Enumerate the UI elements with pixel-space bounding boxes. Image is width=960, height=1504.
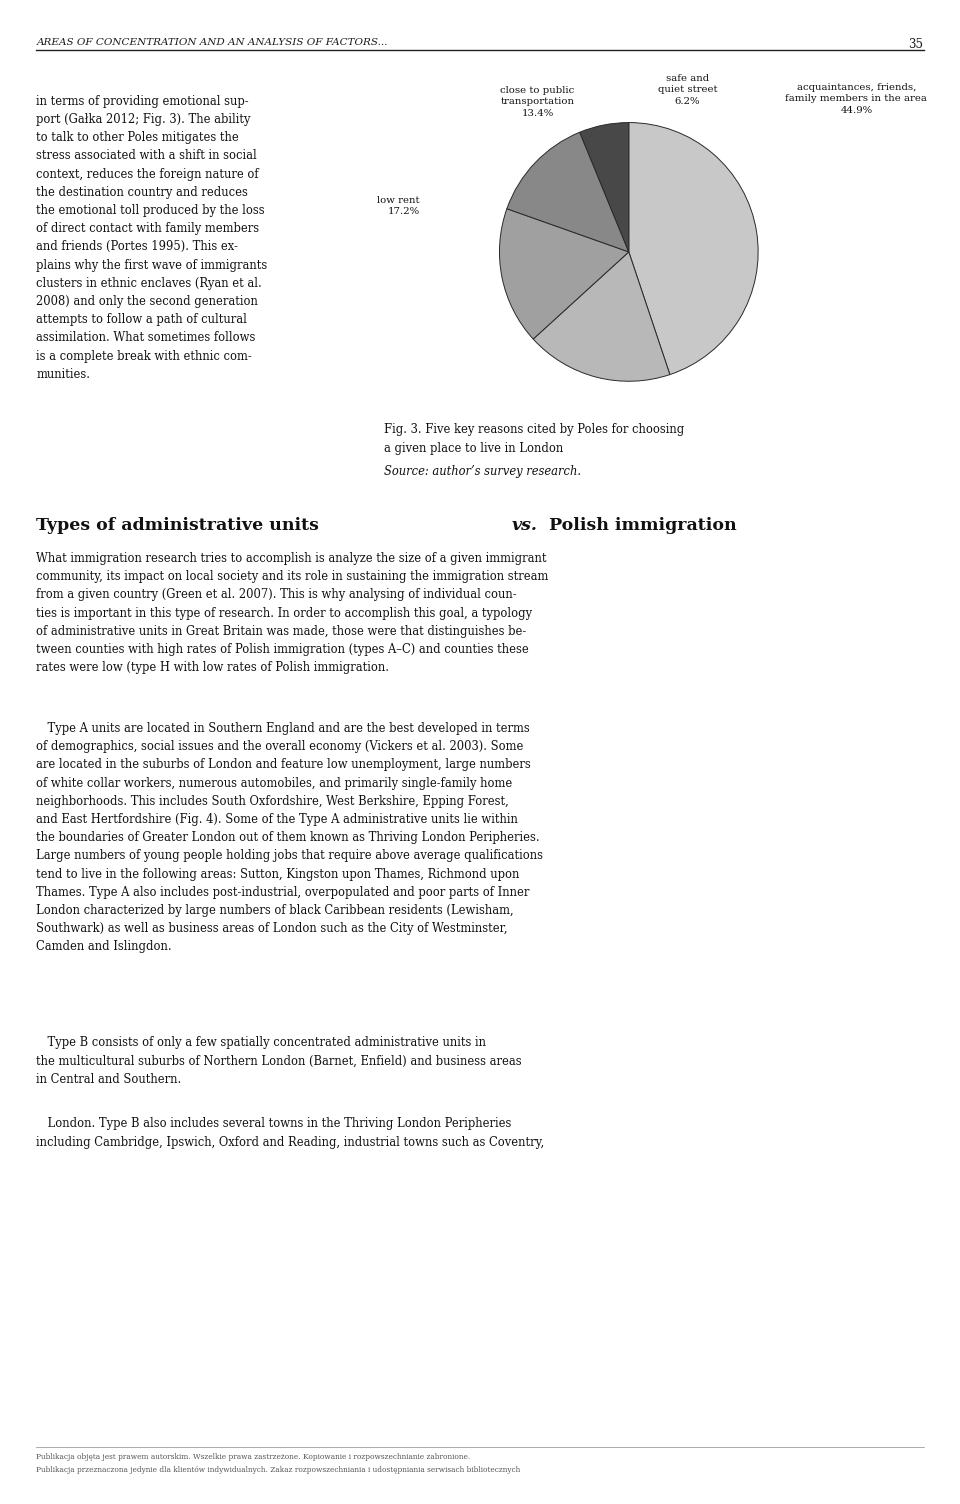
Text: vs.: vs.: [512, 517, 538, 534]
Text: Polish immigration: Polish immigration: [543, 517, 737, 534]
Wedge shape: [507, 132, 629, 253]
Wedge shape: [533, 253, 670, 381]
Text: close to work
18.4%: close to work 18.4%: [620, 325, 689, 346]
Text: a given place to live in London: a given place to live in London: [384, 442, 564, 456]
Text: safe and
quiet street
6.2%: safe and quiet street 6.2%: [658, 74, 717, 105]
Text: close to public
transportation
13.4%: close to public transportation 13.4%: [500, 86, 575, 117]
Text: Type B consists of only a few spatially concentrated administrative units in
the: Type B consists of only a few spatially …: [36, 1036, 522, 1086]
Wedge shape: [580, 123, 629, 253]
Wedge shape: [499, 209, 629, 338]
Wedge shape: [629, 123, 758, 374]
Text: AREAS OF CONCENTRATION AND AN ANALYSIS OF FACTORS...: AREAS OF CONCENTRATION AND AN ANALYSIS O…: [36, 38, 388, 47]
Text: Source: author’s survey research.: Source: author’s survey research.: [384, 465, 581, 478]
Text: Types of administrative units: Types of administrative units: [36, 517, 325, 534]
Text: London. Type B also includes several towns in the Thriving London Peripheries
in: London. Type B also includes several tow…: [36, 1117, 544, 1149]
Text: Fig. 3. Five key reasons cited by Poles for choosing: Fig. 3. Five key reasons cited by Poles …: [384, 423, 684, 436]
Text: Publikacja objęta jest prawem autorskim. Wszelkie prawa zastrzeżone. Kopiowanie : Publikacja objęta jest prawem autorskim.…: [36, 1453, 470, 1460]
Text: low rent
17.2%: low rent 17.2%: [377, 196, 420, 217]
Text: Type A units are located in Southern England and are the best developed in terms: Type A units are located in Southern Eng…: [36, 722, 543, 954]
Text: 35: 35: [908, 38, 924, 51]
Text: What immigration research tries to accomplish is analyze the size of a given imm: What immigration research tries to accom…: [36, 552, 549, 674]
Text: acquaintances, friends,
family members in the area
44.9%: acquaintances, friends, family members i…: [785, 83, 927, 114]
Text: in terms of providing emotional sup-
port (Gałka 2012; Fig. 3). The ability
to t: in terms of providing emotional sup- por…: [36, 95, 268, 381]
Text: Publikacja przeznaczona jedynie dla klientów indywidualnych. Zakaz rozpowszechni: Publikacja przeznaczona jedynie dla klie…: [36, 1466, 520, 1474]
